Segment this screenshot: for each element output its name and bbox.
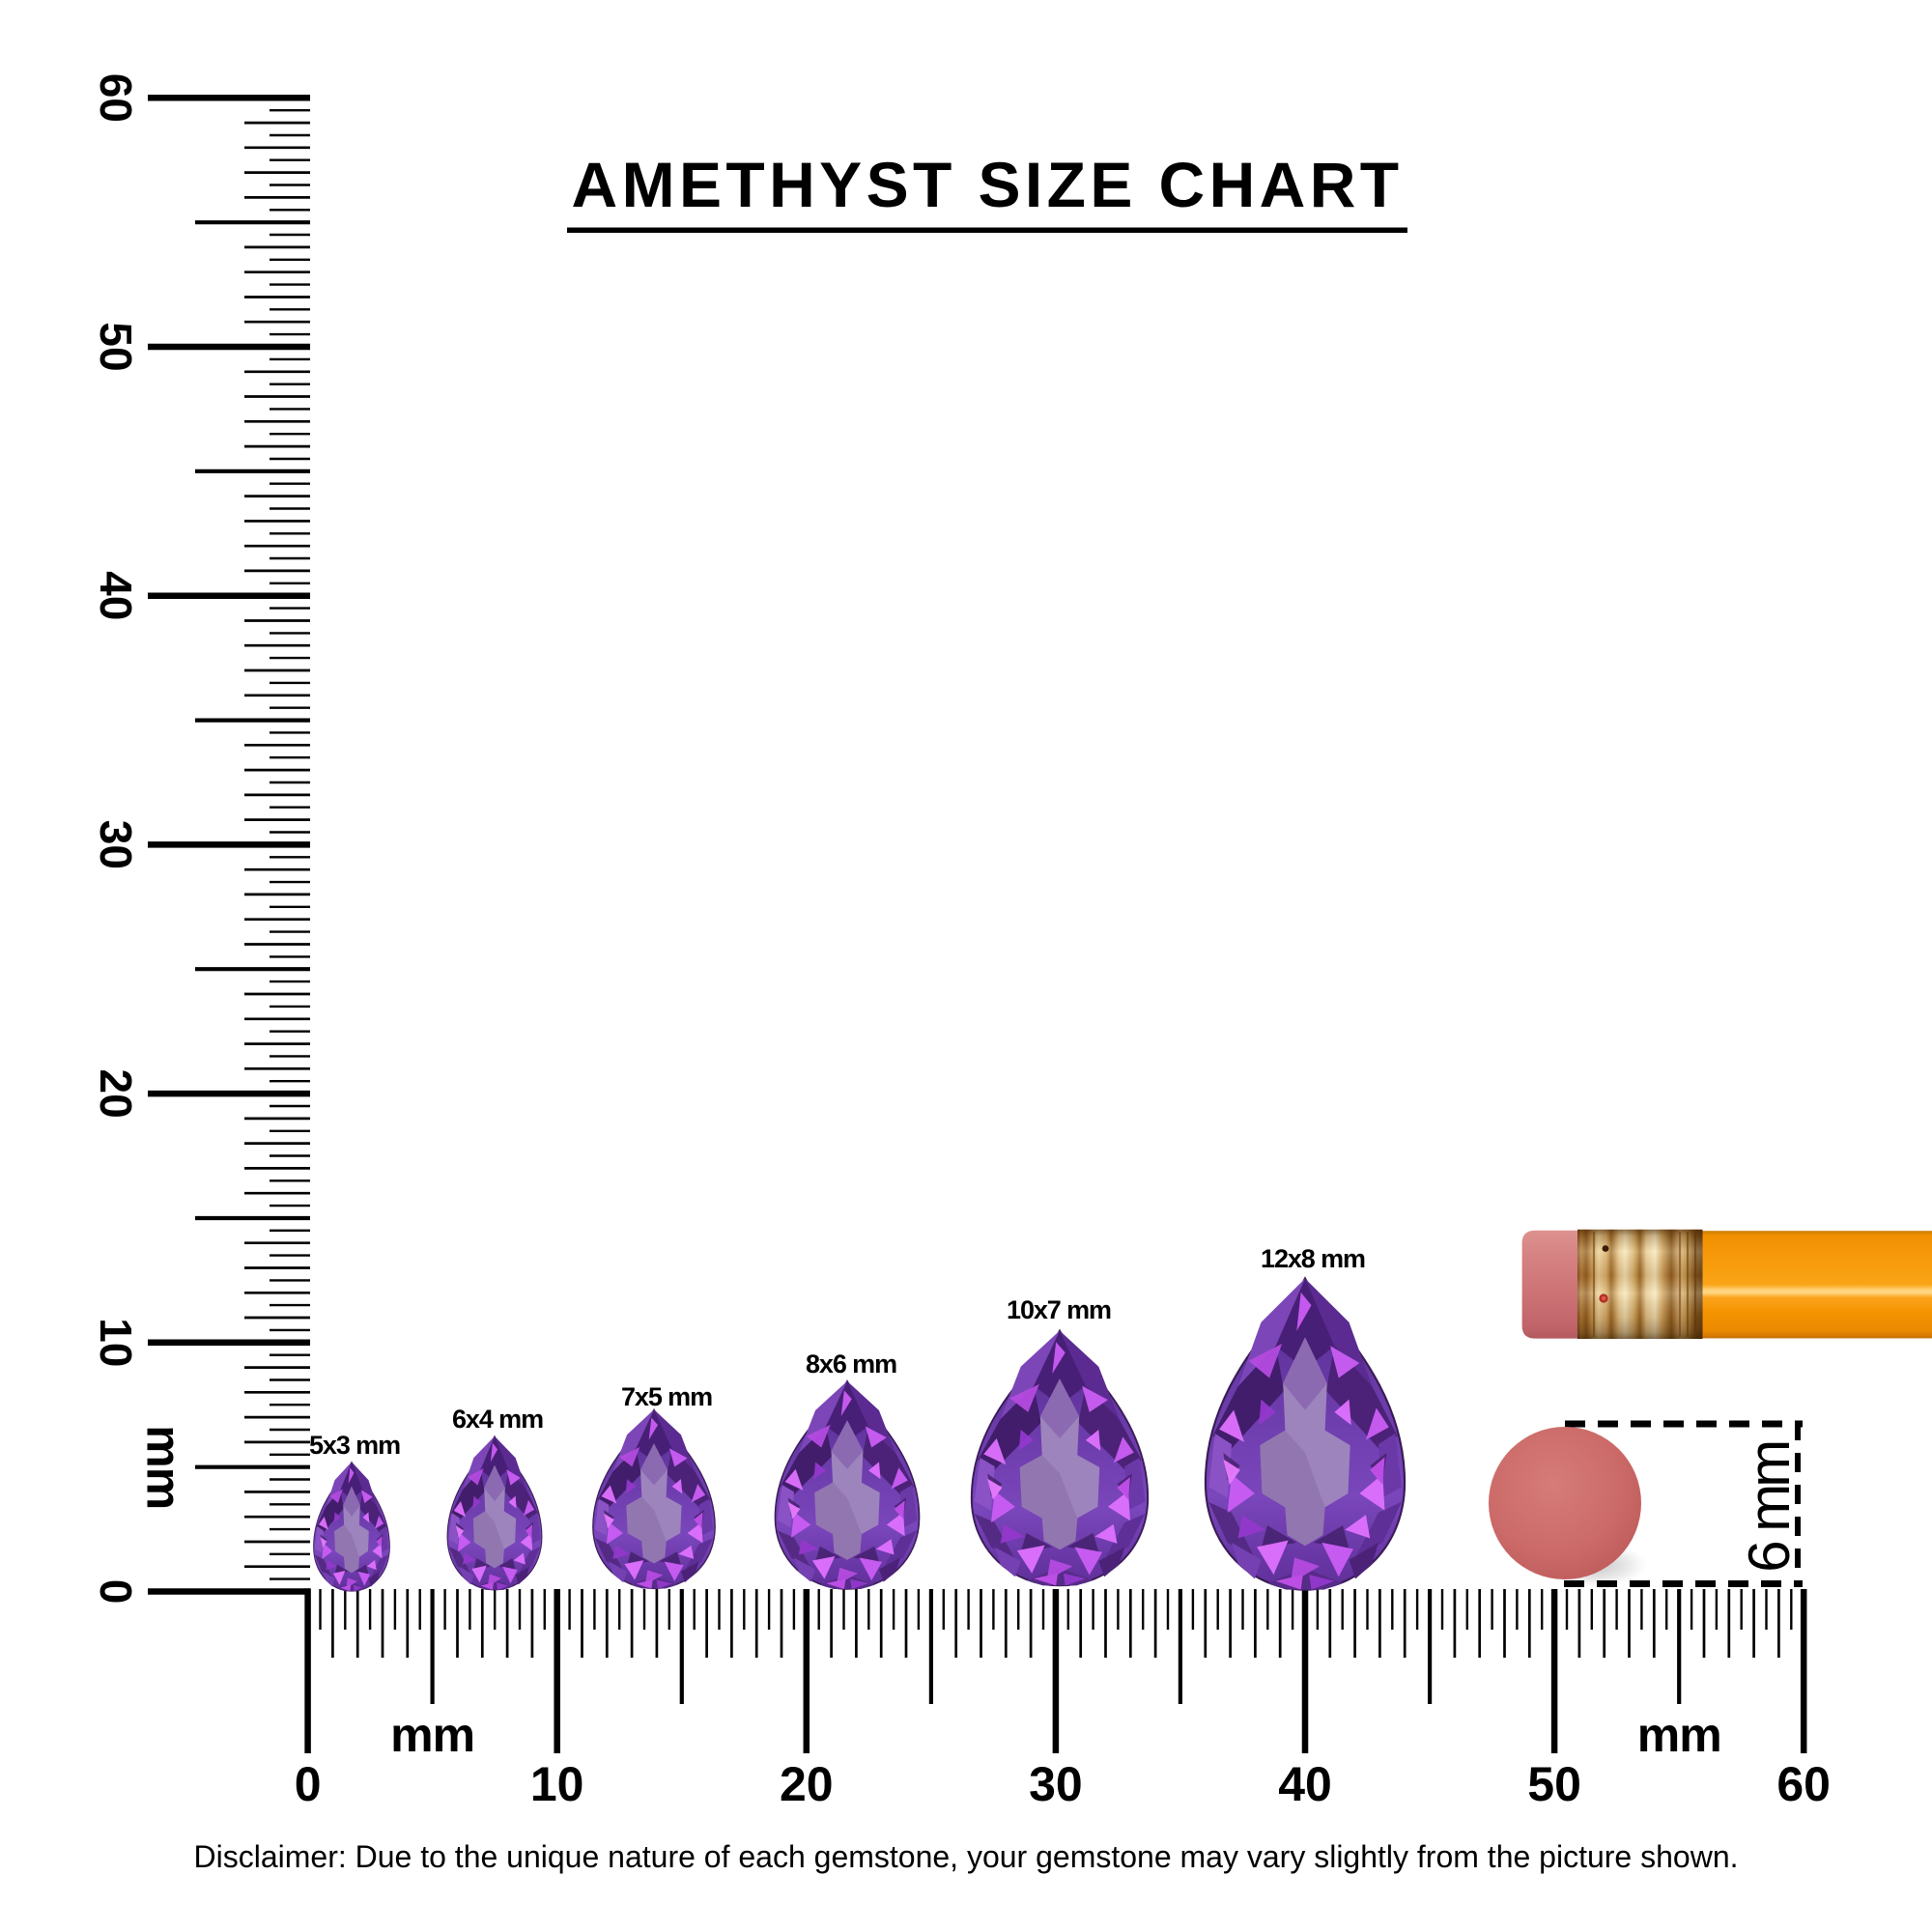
svg-text:30: 30 — [91, 820, 141, 869]
svg-text:mm: mm — [137, 1425, 191, 1509]
svg-text:0: 0 — [295, 1757, 322, 1811]
svg-text:30: 30 — [1029, 1757, 1083, 1811]
svg-text:10: 10 — [91, 1318, 141, 1367]
svg-text:6 mm: 6 mm — [1737, 1442, 1802, 1573]
svg-text:mm: mm — [390, 1708, 474, 1762]
svg-text:Disclaimer: Due to the unique: Disclaimer: Due to the unique nature of … — [194, 1839, 1739, 1874]
svg-text:40: 40 — [1278, 1757, 1332, 1811]
svg-text:50: 50 — [1527, 1757, 1581, 1811]
svg-text:50: 50 — [91, 322, 141, 371]
svg-text:6x4 mm: 6x4 mm — [452, 1405, 543, 1434]
svg-text:12x8 mm: 12x8 mm — [1261, 1244, 1365, 1273]
svg-text:20: 20 — [91, 1069, 141, 1119]
svg-text:0: 0 — [91, 1579, 141, 1605]
svg-text:20: 20 — [780, 1757, 834, 1811]
svg-text:7x5 mm: 7x5 mm — [621, 1382, 712, 1411]
svg-text:mm: mm — [1637, 1708, 1721, 1762]
svg-text:40: 40 — [91, 571, 141, 620]
svg-text:5x3 mm: 5x3 mm — [309, 1431, 400, 1460]
svg-text:AMETHYST SIZE CHART: AMETHYST SIZE CHART — [572, 149, 1404, 220]
svg-text:8x6 mm: 8x6 mm — [806, 1350, 896, 1378]
svg-text:10: 10 — [530, 1757, 584, 1811]
svg-text:60: 60 — [1776, 1757, 1831, 1811]
svg-text:10x7 mm: 10x7 mm — [1007, 1295, 1111, 1324]
svg-text:60: 60 — [91, 73, 141, 123]
